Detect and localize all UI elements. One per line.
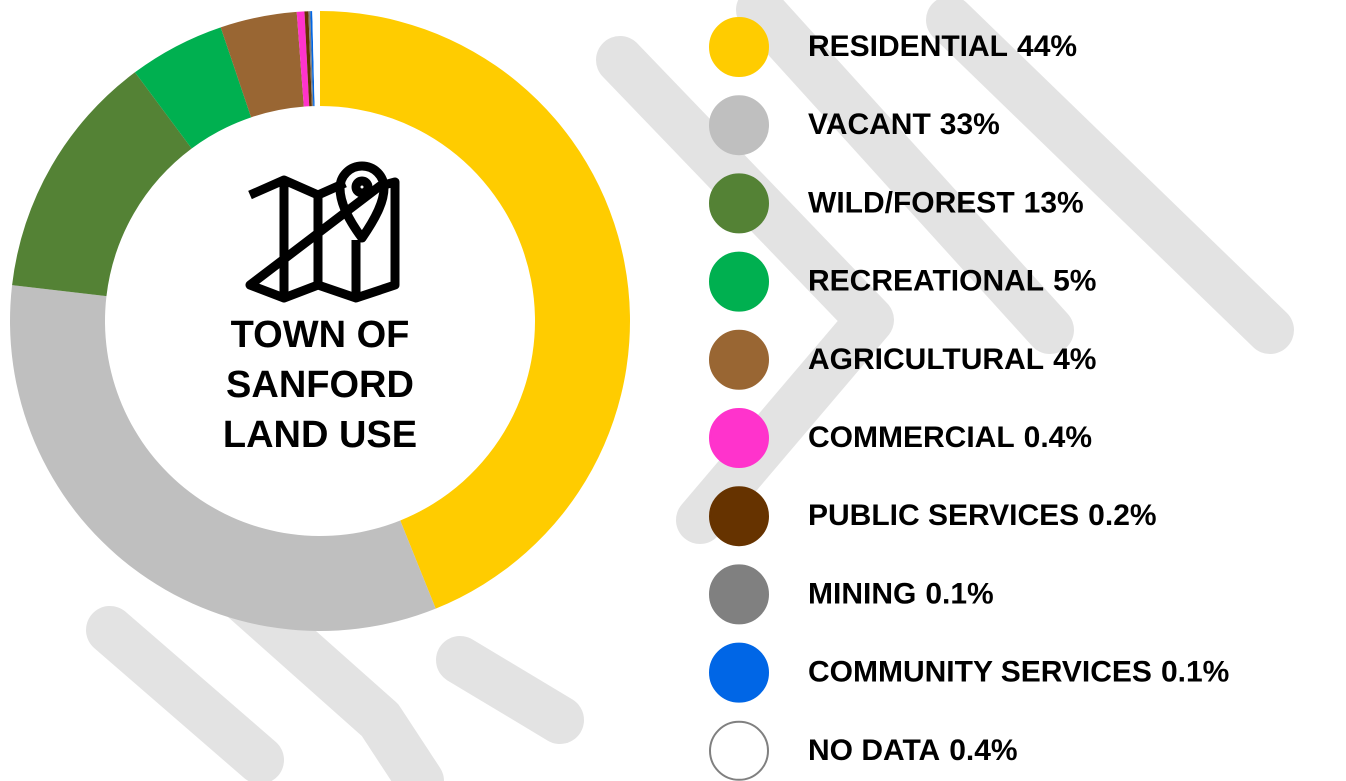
legend-swatch bbox=[709, 173, 769, 234]
legend-name: PUBLIC SERVICES bbox=[808, 499, 1079, 532]
legend-value: 4% bbox=[1053, 343, 1096, 376]
donut-slice bbox=[134, 27, 252, 149]
donut bbox=[9, 11, 630, 631]
donut-slice bbox=[308, 11, 314, 107]
legend-entry: NO DATA 0.4% bbox=[808, 734, 1018, 767]
legend-entry: RESIDENTIAL 44% bbox=[808, 30, 1077, 63]
legend-name: NO DATA bbox=[808, 734, 940, 767]
donut-slice bbox=[9, 285, 436, 631]
donut-slice bbox=[320, 11, 630, 609]
donut-slice bbox=[312, 11, 320, 107]
legend-entry: MINING 0.1% bbox=[808, 577, 994, 610]
legend-name: AGRICULTURAL bbox=[808, 343, 1044, 376]
legend-name: COMMUNITY SERVICES bbox=[808, 656, 1152, 689]
legend-swatch bbox=[709, 486, 769, 547]
legend-swatch bbox=[709, 720, 769, 781]
legend-value: 0.1% bbox=[1161, 656, 1229, 689]
legend-value: 13% bbox=[1024, 186, 1084, 219]
legend-entry: COMMERCIAL 0.4% bbox=[808, 421, 1092, 454]
watermark-stroke bbox=[736, 0, 1074, 354]
chart-title: TOWN OF SANFORD LAND USE bbox=[222, 314, 418, 456]
legend-name: VACANT bbox=[808, 108, 931, 141]
legend-swatch bbox=[709, 564, 769, 625]
map-pin-dot bbox=[351, 176, 373, 198]
legend-entry: VACANT 33% bbox=[808, 108, 1000, 141]
legend-value: 44% bbox=[1017, 30, 1077, 63]
donut-slice bbox=[220, 11, 304, 118]
legend-entry: PUBLIC SERVICES 0.2% bbox=[808, 499, 1157, 532]
legend-name: COMMERCIAL bbox=[808, 421, 1015, 454]
legend-value: 0.2% bbox=[1088, 499, 1156, 532]
legend-swatch bbox=[709, 251, 769, 312]
map-icon bbox=[245, 161, 400, 303]
donut-slice bbox=[310, 11, 315, 107]
legend-name: MINING bbox=[808, 577, 916, 610]
legend-value: 33% bbox=[940, 108, 1000, 141]
donut-slice bbox=[304, 11, 312, 107]
legend-name: WILD/FOREST bbox=[808, 186, 1015, 219]
legend-name: RECREATIONAL bbox=[808, 265, 1044, 298]
legend-entry: COMMUNITY SERVICES 0.1% bbox=[808, 656, 1229, 689]
legend-swatch bbox=[709, 329, 769, 390]
legend-value: 0.1% bbox=[925, 577, 993, 610]
map-pin bbox=[335, 161, 389, 243]
legend-entry: AGRICULTURAL 4% bbox=[808, 343, 1096, 376]
donut-slice bbox=[12, 72, 192, 297]
watermark-stroke bbox=[436, 636, 584, 744]
legend-value: 5% bbox=[1053, 265, 1096, 298]
map-folds bbox=[279, 180, 361, 298]
legend-swatch bbox=[709, 642, 769, 703]
donut-slice bbox=[296, 11, 310, 107]
watermark-stroke bbox=[86, 606, 284, 781]
legend: RESIDENTIAL 44% VACANT 33% WILD/FOREST 13% REC… bbox=[709, 17, 1229, 781]
watermark-stroke bbox=[926, 0, 1294, 354]
legend-swatch bbox=[709, 408, 769, 468]
legend-value: 0.4% bbox=[949, 734, 1017, 767]
legend-swatch bbox=[709, 95, 769, 156]
legend-name: RESIDENTIAL bbox=[808, 30, 1008, 63]
legend-entry: WILD/FOREST 13% bbox=[808, 186, 1084, 219]
legend-entry: RECREATIONAL 5% bbox=[808, 265, 1096, 298]
legend-swatch bbox=[709, 17, 769, 77]
map-outline bbox=[245, 175, 400, 303]
legend-value: 0.4% bbox=[1024, 421, 1092, 454]
